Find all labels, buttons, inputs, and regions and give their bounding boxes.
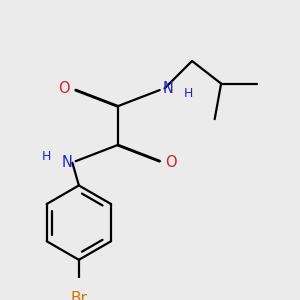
Text: O: O xyxy=(58,81,70,96)
Text: H: H xyxy=(42,150,51,163)
Text: Br: Br xyxy=(70,290,87,300)
Text: O: O xyxy=(165,155,177,170)
Text: N: N xyxy=(61,155,72,170)
Text: N: N xyxy=(163,81,174,96)
Text: H: H xyxy=(184,87,193,100)
